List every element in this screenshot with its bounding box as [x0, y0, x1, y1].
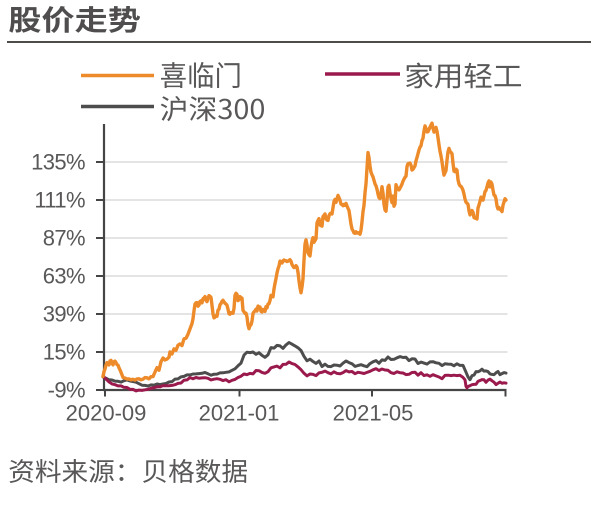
svg-text:15%: 15%: [43, 340, 85, 365]
svg-text:2020-09: 2020-09: [66, 401, 147, 426]
svg-text:2021-05: 2021-05: [333, 401, 414, 426]
svg-text:-9%: -9%: [48, 378, 85, 403]
svg-text:87%: 87%: [43, 226, 85, 251]
svg-text:63%: 63%: [43, 264, 85, 289]
svg-text:2021-01: 2021-01: [199, 401, 280, 426]
svg-text:39%: 39%: [43, 302, 85, 327]
svg-text:135%: 135%: [31, 150, 85, 175]
svg-text:111%: 111%: [34, 188, 85, 213]
